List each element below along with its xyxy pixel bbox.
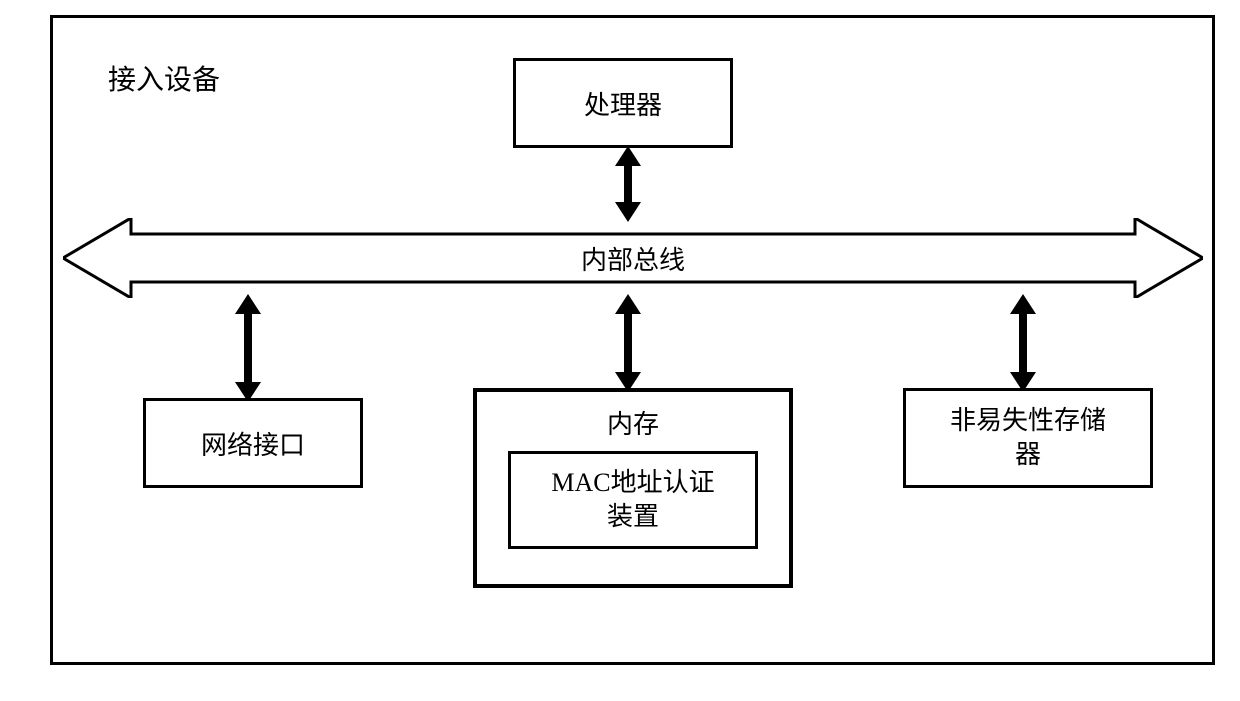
connector-processor-bus — [613, 146, 643, 222]
connector-bus-memory — [613, 294, 643, 392]
mac-auth-label: MAC地址认证装置 — [551, 468, 714, 531]
memory-label: 内存 — [607, 404, 659, 441]
storage-label: 非易失性存储器 — [950, 404, 1106, 472]
bus-label: 内部总线 — [63, 240, 1203, 277]
device-container: 接入设备 处理器 内部总线 网络接口 内存 MAC地址认证装置 非易失性存储器 — [50, 15, 1215, 665]
diagram-title: 接入设备 — [108, 58, 220, 98]
memory-box: 内存 MAC地址认证装置 — [473, 388, 793, 588]
storage-box: 非易失性存储器 — [903, 388, 1153, 488]
connector-bus-storage — [1008, 294, 1038, 392]
processor-label: 处理器 — [584, 85, 662, 122]
mac-auth-box: MAC地址认证装置 — [508, 451, 758, 549]
processor-box: 处理器 — [513, 58, 733, 148]
network-interface-box: 网络接口 — [143, 398, 363, 488]
network-interface-label: 网络接口 — [201, 425, 305, 462]
connector-bus-network — [233, 294, 263, 402]
